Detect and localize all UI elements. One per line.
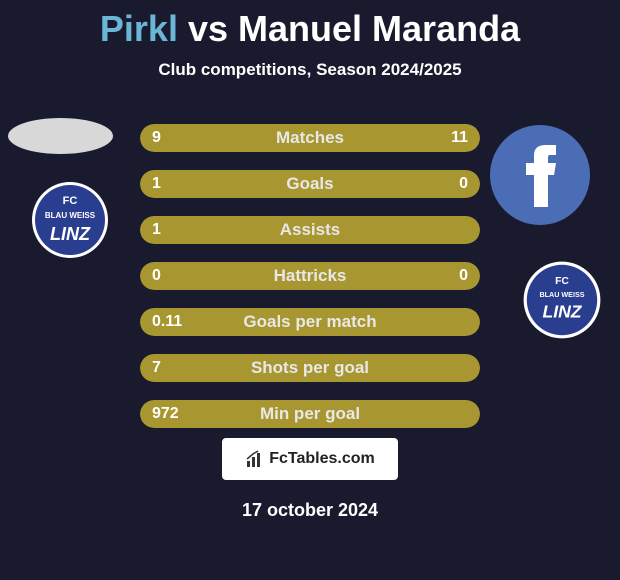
vs-text: vs xyxy=(188,8,228,49)
stat-label: Goals xyxy=(140,170,480,198)
stat-label: Min per goal xyxy=(140,400,480,428)
player1-avatar-placeholder xyxy=(8,118,113,154)
club-mid-text: BLAU WEISS xyxy=(45,211,96,220)
svg-text:LINZ: LINZ xyxy=(542,302,582,322)
site-attribution[interactable]: FcTables.com xyxy=(222,438,398,480)
stat-row: 1Assists xyxy=(140,216,480,244)
date-text: 17 october 2024 xyxy=(0,500,620,521)
stat-label: Assists xyxy=(140,216,480,244)
stat-row: 10Goals xyxy=(140,170,480,198)
subtitle: Club competitions, Season 2024/2025 xyxy=(0,60,620,80)
player2-name: Manuel Maranda xyxy=(238,8,520,49)
player1-name: Pirkl xyxy=(100,8,178,49)
stat-row: 00Hattricks xyxy=(140,262,480,290)
stat-label: Hattricks xyxy=(140,262,480,290)
stat-label: Goals per match xyxy=(140,308,480,336)
facebook-share-button[interactable] xyxy=(490,125,590,225)
svg-text:FC: FC xyxy=(555,276,569,287)
stat-row: 0.11Goals per match xyxy=(140,308,480,336)
stat-label: Matches xyxy=(140,124,480,152)
player1-club-badge: FC BLAU WEISS LINZ xyxy=(20,180,120,260)
club-linz-text: LINZ xyxy=(50,224,91,244)
club-fc-text: FC xyxy=(63,195,78,207)
stat-row: 911Matches xyxy=(140,124,480,152)
comparison-title: Pirkl vs Manuel Maranda xyxy=(0,0,620,50)
site-name: FcTables.com xyxy=(269,450,375,468)
stat-row: 7Shots per goal xyxy=(140,354,480,382)
stat-row: 972Min per goal xyxy=(140,400,480,428)
comparison-bars: 911Matches 10Goals 1Assists 00Hattricks 0.11… xyxy=(140,124,480,446)
svg-text:BLAU WEISS: BLAU WEISS xyxy=(539,290,584,299)
chart-icon xyxy=(245,449,265,469)
stat-label: Shots per goal xyxy=(140,354,480,382)
player2-club-badge: FC BLAU WEISS LINZ xyxy=(522,260,602,340)
